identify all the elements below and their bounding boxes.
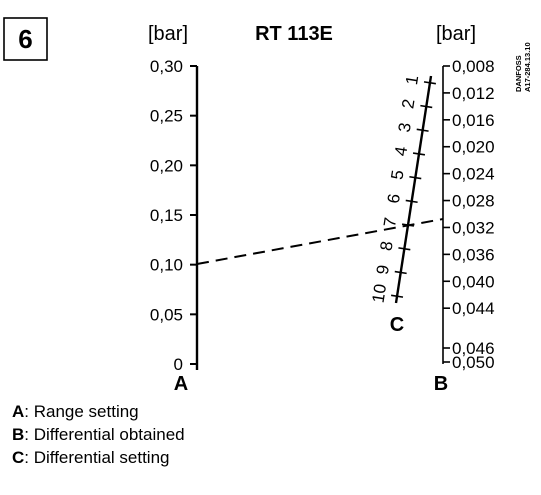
right-unit-label: [bar] [436,23,476,45]
legend-item-c: C: Differential setting [12,448,170,468]
scale-a-tick-label: 0,15 [150,206,183,225]
manufacturer-stamp: DANFOSS A17-284.13.10 [514,42,532,92]
scale-c: 1 2 3 4 5 6 7 8 9 10 C [369,74,437,336]
scale-c-tick-label: 6 [384,192,404,204]
model-title: RT 113E [255,23,333,45]
reading-line [196,218,444,265]
scale-c-tick [405,199,418,204]
figure-number-box [3,17,48,61]
left-unit-label: [bar] [148,23,188,45]
scale-b-tick-label: 0,012 [452,84,495,103]
scale-a: 0,30 0,25 0,20 0,15 0,10 0,05 0 A [150,57,199,395]
scale-c-tick [416,128,429,132]
scale-a-tick-label: 0,10 [150,256,183,275]
scale-c-tick-label: 7 [380,216,400,228]
scale-c-tick [398,247,411,251]
scale-a-tick-label: 0,30 [150,57,183,76]
scale-b-tick-label: 0,028 [452,192,495,211]
scale-c-tick-label: 9 [373,264,393,276]
scale-b-tick-label: 0,016 [452,111,495,130]
scale-c-axis [394,75,433,304]
scale-a-ticks: 0,30 0,25 0,20 0,15 0,10 0,05 0 [150,57,197,374]
legend-text-b: : Differential obtained [24,425,185,444]
scale-c-tick [409,175,422,180]
scale-b-tick-label: 0,050 [452,353,495,372]
scale-b-tick-label: 0,040 [452,272,495,291]
figure-number: 6 [18,24,32,54]
scale-b-tick-label: 0,046 [452,339,495,358]
scale-c-tick-label: 8 [377,240,397,252]
scale-b-tick-label: 0,044 [452,299,495,318]
scale-b-tick-label: 0,024 [452,165,495,184]
scale-c-tick [394,270,407,275]
scale-b-tick-label: 0,032 [452,218,495,237]
scale-a-tick-label: 0,20 [150,156,183,175]
legend-item-a: A: Range setting [12,402,139,422]
scale-c-tick [390,294,404,298]
legend-text-c: : Differential setting [24,448,170,467]
scale-b: 0,008 0,012 0,016 0,020 0,024 0,028 0,032 0,036… [434,57,495,395]
legend-key-a: A [12,402,25,421]
legend-text-a: : Range setting [24,402,139,421]
scale-b-ticks: 0,008 0,012 0,016 0,020 0,024 0,028 0,032 0,036… [443,57,495,372]
scale-c-letter: C [390,314,404,336]
scale-b-tick-label: 0,036 [452,245,495,264]
scale-a-letter: A [174,373,188,395]
scale-c-tick-label: 4 [391,145,411,157]
scale-c-tick-label: 1 [402,74,422,86]
scale-a-tick-label: 0,05 [150,305,183,324]
scale-b-tick-label: 0,020 [452,138,495,157]
scale-c-tick [420,104,433,109]
stamp-line-2: A17-284.13.10 [523,42,532,92]
legend-key-c: C [12,448,25,467]
scale-b-letter: B [434,373,448,395]
scale-c-tick-label: 5 [387,169,407,181]
scale-c-tick-label: 3 [395,121,415,133]
scale-a-tick-label: 0 [174,355,183,374]
legend-key-b: B [12,425,25,444]
scale-a-tick-label: 0,25 [150,107,183,126]
scale-b-tick-label: 0,008 [452,57,495,76]
stamp-line-1: DANFOSS [514,55,523,92]
scale-c-tick-label: 2 [398,98,418,110]
scale-c-tick [423,81,437,85]
legend-item-b: B: Differential obtained [12,425,185,445]
scale-c-tick [412,152,426,156]
scale-c-tick-label: 10 [369,283,391,305]
